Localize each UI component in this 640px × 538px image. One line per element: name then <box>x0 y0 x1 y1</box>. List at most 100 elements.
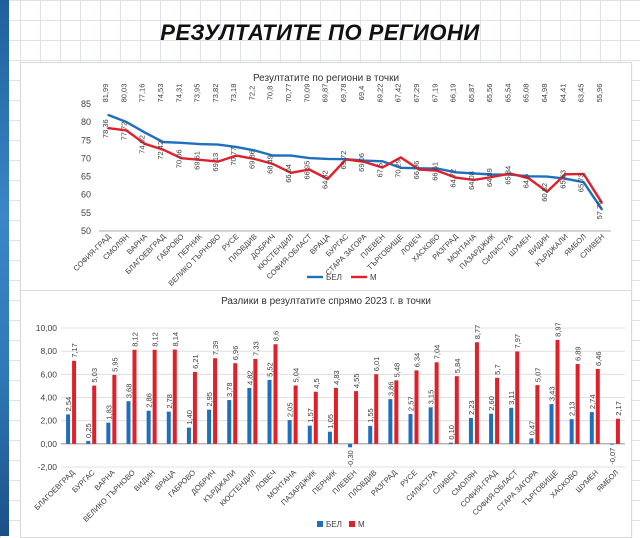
bar-value-label-m: 4,83 <box>332 370 341 385</box>
bar-value-label-bel: 1,05 <box>326 414 335 429</box>
bar-bel <box>227 400 232 444</box>
data-label-m: 64,89 <box>485 168 494 187</box>
data-label-bel: 65,87 <box>467 84 476 103</box>
data-label-m: 66,95 <box>302 161 311 180</box>
bar-value-label-bel: 0,10 <box>447 425 456 440</box>
data-point-bel <box>107 114 110 116</box>
bar-value-label-m: 6,46 <box>594 351 603 366</box>
bar-value-label-m: 5,48 <box>392 363 401 378</box>
bar-value-label-m: 7,97 <box>513 334 522 349</box>
bar-bel <box>609 443 614 445</box>
bar-value-label-m: 8,12 <box>131 332 140 347</box>
y-tick-label: 2,00 <box>40 416 57 426</box>
line-chart-title: Резултатите по региони в точки <box>252 73 400 84</box>
data-point-bel <box>290 154 292 157</box>
bar-m <box>192 371 197 444</box>
data-point-m <box>363 160 366 163</box>
bar-bel <box>247 388 252 444</box>
data-point-bel <box>308 157 311 160</box>
bar-value-label-bel: 3,68 <box>125 384 134 399</box>
bar-m <box>72 360 77 444</box>
bar-m <box>92 385 97 444</box>
data-label-bel: 69,87 <box>321 84 330 103</box>
legend-label-m: М <box>370 273 377 282</box>
bar-value-label-m: 4,5 <box>312 378 321 388</box>
bar-m <box>555 339 560 444</box>
data-point-m <box>125 129 128 132</box>
data-point-m <box>235 154 238 157</box>
bar-value-label-m: 5,04 <box>292 368 301 383</box>
data-point-bel <box>271 154 274 157</box>
data-point-bel <box>491 173 494 176</box>
data-label-bel: 70,8 <box>266 86 275 101</box>
data-point-m <box>399 156 402 159</box>
bar-value-label-bel: 2,05 <box>286 402 295 417</box>
bar-value-label-m: 8,12 <box>151 332 160 347</box>
bar-value-label-m: 7,39 <box>211 341 220 356</box>
data-point-m <box>180 157 183 160</box>
data-label-bel: 70,77 <box>284 84 293 103</box>
data-label-bel: 66,19 <box>449 84 458 103</box>
data-label-m: 72,42 <box>156 141 165 160</box>
bar-value-label-bel: 3,78 <box>225 382 234 397</box>
bar-value-label-m: 6,01 <box>372 357 381 372</box>
bar-m <box>313 391 318 444</box>
bar-value-label-bel: 1,83 <box>104 405 113 420</box>
data-point-m <box>326 178 329 180</box>
bar-bel <box>549 404 554 444</box>
data-label-bel: 70,09 <box>302 84 311 103</box>
bar-value-label-m: 7,17 <box>70 343 79 358</box>
y-tick-label: 0,00 <box>40 439 57 449</box>
data-point-bel <box>125 121 128 123</box>
data-label-m: 57,76 <box>595 201 604 220</box>
bar-m <box>495 377 500 444</box>
data-label-bel: 80,03 <box>119 84 128 103</box>
line-chart: 50 55 60 65 70 75 80 85 81,99 80,03 77,16 74,53 74,3… <box>72 84 611 288</box>
data-label-bel: 77,16 <box>138 84 147 103</box>
bar-m <box>273 344 278 444</box>
data-point-bel <box>399 166 402 169</box>
bar-m <box>112 374 117 444</box>
data-point-m <box>216 160 219 163</box>
bar-value-label-bel: 2,54 <box>64 397 73 412</box>
data-point-m <box>509 172 512 175</box>
y-tick-label: 10,00 <box>36 323 58 333</box>
bar-bel <box>287 420 292 444</box>
data-label-bel: 65,56 <box>485 84 494 103</box>
data-label-m: 65,63 <box>558 170 567 189</box>
data-point-m <box>143 142 146 145</box>
bar-value-label-m: 5,03 <box>90 368 99 383</box>
data-label-bel: 69,78 <box>339 84 348 103</box>
bar-value-label-bel: 2,13 <box>568 402 577 417</box>
category-label: БЛАГОЕВГРАД <box>32 468 76 512</box>
bar-m <box>233 363 238 444</box>
bar-value-label-bel: 1,57 <box>306 408 315 423</box>
data-point-m <box>564 173 567 176</box>
bar-value-label-m: 5,95 <box>110 357 119 372</box>
bar-value-label-bel: 1,40 <box>185 410 194 425</box>
bar-m <box>474 342 479 444</box>
data-point-m <box>472 179 475 181</box>
bar-value-label-m: 6,96 <box>231 346 240 361</box>
bar-value-label-m: 4,55 <box>352 374 361 389</box>
data-point-bel <box>546 175 548 178</box>
y-tick-label: 6,00 <box>40 369 57 379</box>
data-label-bel: 81,99 <box>101 84 110 103</box>
page-title: РЕЗУЛТАТИТЕ ПО РЕГИОНИ <box>160 20 480 45</box>
data-point-bel <box>381 160 384 163</box>
bar-value-label-bel: 2,86 <box>145 393 154 408</box>
legend-swatch-m <box>349 521 355 527</box>
bar-bel <box>186 427 191 444</box>
bar-bel <box>267 379 272 444</box>
data-label-bel: 67,29 <box>412 84 421 103</box>
data-label-bel: 69,4 <box>357 86 366 101</box>
bar-bel <box>348 443 353 448</box>
bar-value-label-m: 8,77 <box>473 325 482 340</box>
bar-value-label-bel: 3,11 <box>507 391 516 405</box>
line-chart-card: Резултатите по региони в точки 50 55 60 65 7… <box>20 62 632 292</box>
bar-bel <box>307 425 312 444</box>
category-label: ЯМБОЛ <box>595 468 621 494</box>
y-tick-label: 65 <box>81 172 91 182</box>
data-label-m: 67,5 <box>375 163 384 178</box>
data-point-bel <box>564 177 567 180</box>
